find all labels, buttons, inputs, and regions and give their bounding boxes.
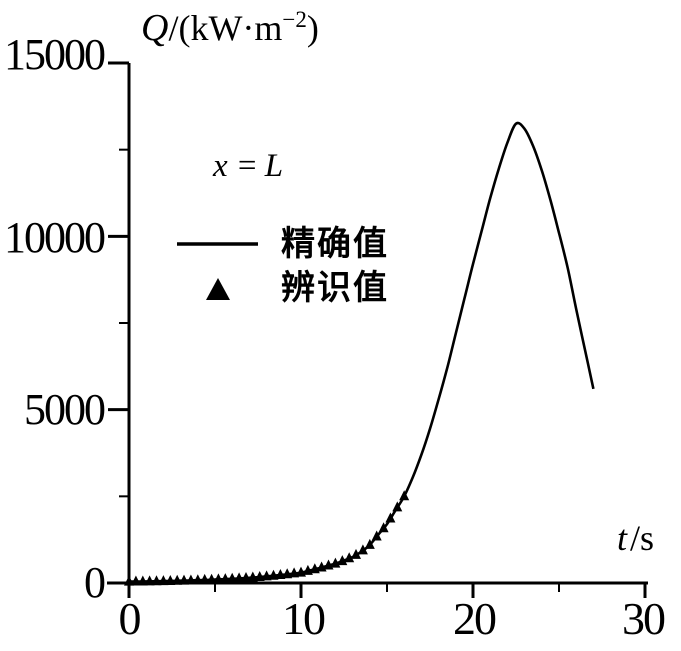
y-tick-label-0: 0 — [84, 558, 106, 607]
identified-value-marker — [247, 571, 258, 582]
identified-value-marker — [399, 490, 410, 501]
y-tick-label-15000: 15000 — [4, 30, 106, 79]
legend-identified-triangle-icon — [206, 278, 230, 300]
y-axis-unit: /(kW·m — [168, 8, 283, 48]
y-axis-unit-exponent: −2 — [282, 7, 307, 32]
x-axis-symbol: t — [617, 518, 628, 558]
annotation-eq: = — [229, 148, 265, 184]
identified-value-marker — [351, 548, 361, 559]
identified-value-marker — [254, 571, 265, 581]
identified-value-marker — [130, 575, 141, 586]
identified-value-marker — [213, 573, 224, 584]
identified-value-marker — [282, 568, 293, 579]
legend-label-identified: 辨识值 — [281, 269, 389, 307]
identified-value-marker — [185, 574, 196, 585]
identified-value-marker — [227, 572, 238, 583]
identified-value-marker — [206, 573, 217, 584]
x-axis-unit: /s — [630, 518, 655, 558]
identified-value-marker — [364, 538, 375, 549]
identified-value-marker — [158, 575, 169, 586]
identified-value-marker — [137, 575, 148, 586]
y-axis-title: Q/(kW·m−2) — [141, 7, 319, 50]
identified-value-marker — [220, 573, 231, 584]
identified-value-marker — [344, 552, 355, 563]
annotation-x-equals-L: x = L — [213, 150, 285, 183]
identified-value-marker — [385, 512, 396, 523]
identified-value-marker — [357, 544, 368, 555]
identified-value-marker — [151, 575, 162, 586]
identified-value-marker — [144, 575, 155, 586]
identified-value-marker — [179, 574, 189, 585]
identified-value-marker — [165, 575, 176, 585]
y-tick-label-10000: 10000 — [4, 213, 106, 262]
annotation-lhs: x — [213, 148, 230, 184]
x-tick-label-0: 0 — [118, 593, 142, 644]
identified-value-marker — [268, 569, 279, 580]
x-tick-label-20: 20 — [453, 593, 497, 644]
identified-value-marker — [378, 522, 389, 533]
identified-value-marker — [337, 555, 348, 566]
x-tick-label-30: 30 — [622, 593, 666, 644]
x-tick-label-10: 10 — [282, 593, 326, 644]
identified-value-marker — [234, 572, 245, 583]
identified-value-marker — [124, 575, 134, 586]
identified-value-marker — [289, 567, 300, 578]
identified-value-marker — [241, 572, 251, 582]
identified-value-marker — [172, 574, 183, 585]
y-axis-symbol: Q — [141, 7, 169, 49]
y-tick-label-5000: 5000 — [24, 385, 106, 434]
identified-value-marker — [371, 530, 382, 541]
exact-value-curve — [128, 121, 595, 583]
identified-value-marker — [392, 501, 403, 512]
x-axis-title: t/s — [617, 520, 654, 556]
identified-value-marker — [275, 569, 286, 579]
identified-value-marker — [192, 574, 203, 585]
identified-value-marker — [261, 570, 272, 581]
annotation-rhs: L — [264, 148, 286, 184]
legend-label-exact: 精确值 — [281, 225, 389, 263]
identified-value-marker — [199, 573, 210, 584]
y-axis-unit-close: ) — [306, 8, 319, 48]
